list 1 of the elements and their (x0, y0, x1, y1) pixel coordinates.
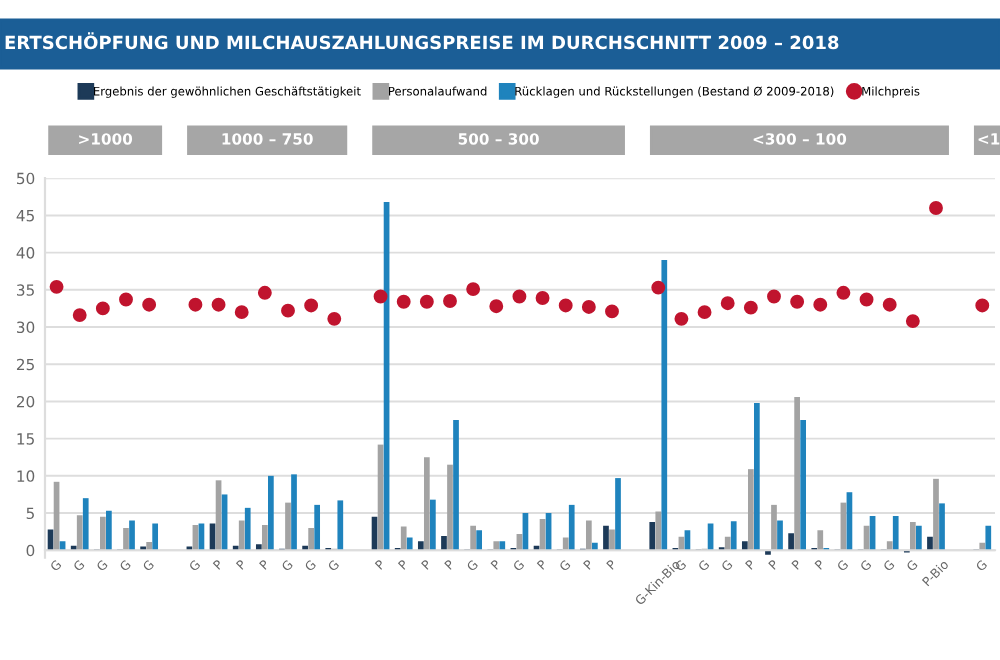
chart-title: ERTSCHÖPFUNG UND MILCHAUSZAHLUNGSPREISE IM DURCHSCHNITT 2009 – 2018 (5, 32, 839, 50)
